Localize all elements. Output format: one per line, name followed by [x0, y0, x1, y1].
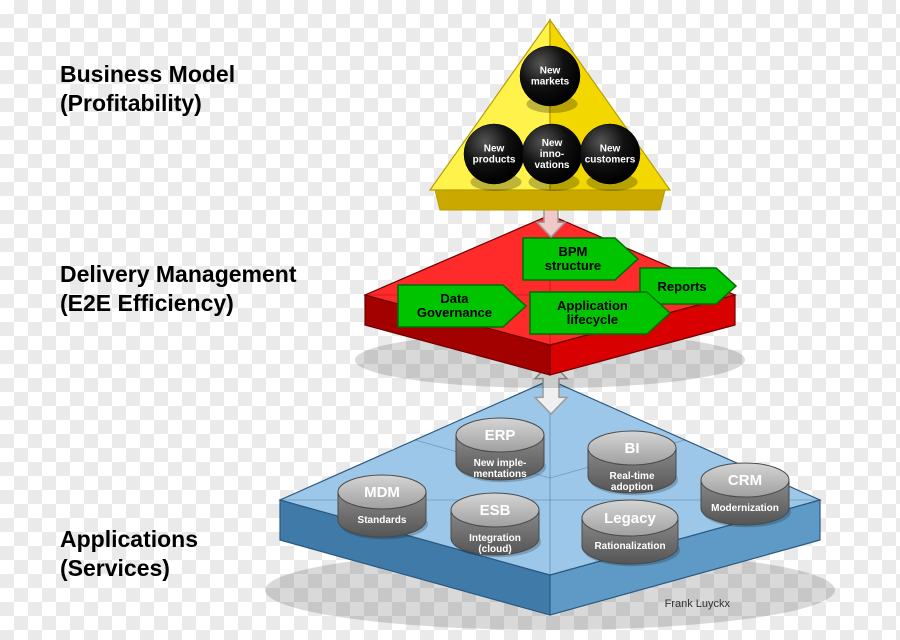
- svg-text:Legacy: Legacy: [604, 510, 656, 527]
- svg-text:New: New: [540, 66, 561, 77]
- tier-bottom-group: ERP New imple-mentations BI Real-timeadopti…: [265, 380, 835, 630]
- svg-text:(cloud): (cloud): [478, 544, 511, 555]
- svg-text:Application: Application: [557, 298, 628, 313]
- arrow-data: DataGovernance: [398, 285, 526, 327]
- svg-text:New: New: [600, 144, 621, 155]
- svg-text:Rationalization: Rationalization: [594, 541, 665, 552]
- svg-text:BPM: BPM: [559, 244, 588, 259]
- disc-legacy: Legacy Rationalization: [582, 500, 680, 566]
- arrow-bpm: BPMstructure: [523, 238, 638, 280]
- svg-text:Real-time: Real-time: [609, 471, 654, 482]
- svg-text:Reports: Reports: [658, 279, 707, 294]
- svg-text:customers: customers: [585, 155, 636, 166]
- svg-text:Modernization: Modernization: [711, 503, 779, 514]
- disc-mdm: MDM Standards: [338, 475, 428, 539]
- sphere-new-products: Newproducts: [464, 124, 524, 191]
- arrow-application: Applicationlifecycle: [530, 292, 670, 334]
- svg-text:adoption: adoption: [611, 482, 653, 493]
- svg-text:products: products: [473, 155, 516, 166]
- svg-text:New: New: [542, 138, 563, 149]
- svg-text:New: New: [484, 144, 505, 155]
- svg-text:Governance: Governance: [417, 305, 492, 320]
- diagram-stage: Business Model(Profitability) Delivery M…: [0, 0, 900, 640]
- pyramid-svg: ERP New imple-mentations BI Real-timeadopti…: [0, 0, 900, 640]
- tier-middle-group: BPMstructureReportsDataGovernanceApplica…: [355, 215, 745, 388]
- svg-text:Standards: Standards: [358, 515, 407, 526]
- svg-text:Data: Data: [440, 291, 469, 306]
- svg-text:BI: BI: [625, 440, 640, 457]
- svg-text:CRM: CRM: [728, 472, 762, 489]
- svg-text:ERP: ERP: [485, 427, 516, 444]
- sphere-new-customers: Newcustomers: [580, 124, 640, 191]
- svg-text:Integration: Integration: [469, 533, 521, 544]
- svg-text:inno-: inno-: [540, 149, 564, 160]
- svg-text:mentations: mentations: [473, 469, 527, 480]
- disc-erp: ERP New imple-mentations: [456, 418, 546, 482]
- disc-esb: ESB Integration(cloud): [451, 493, 541, 557]
- svg-text:ESB: ESB: [480, 502, 511, 519]
- svg-text:markets: markets: [531, 77, 570, 88]
- svg-text:vations: vations: [534, 160, 569, 171]
- svg-text:structure: structure: [545, 258, 601, 273]
- disc-bi: BI Real-timeadoption: [588, 431, 678, 495]
- sphere-new-markets: Newmarkets: [520, 46, 580, 113]
- svg-text:MDM: MDM: [364, 484, 400, 501]
- svg-text:New imple-: New imple-: [474, 458, 527, 469]
- attribution-text: Frank Luyckx: [665, 598, 730, 610]
- disc-crm: CRM Modernization: [701, 463, 791, 527]
- sphere-new-inno--vations: Newinno-vations: [522, 124, 582, 191]
- tier-top-group: NewmarketsNewproductsNewinno-vationsNewc…: [430, 20, 670, 210]
- svg-text:lifecycle: lifecycle: [567, 312, 618, 327]
